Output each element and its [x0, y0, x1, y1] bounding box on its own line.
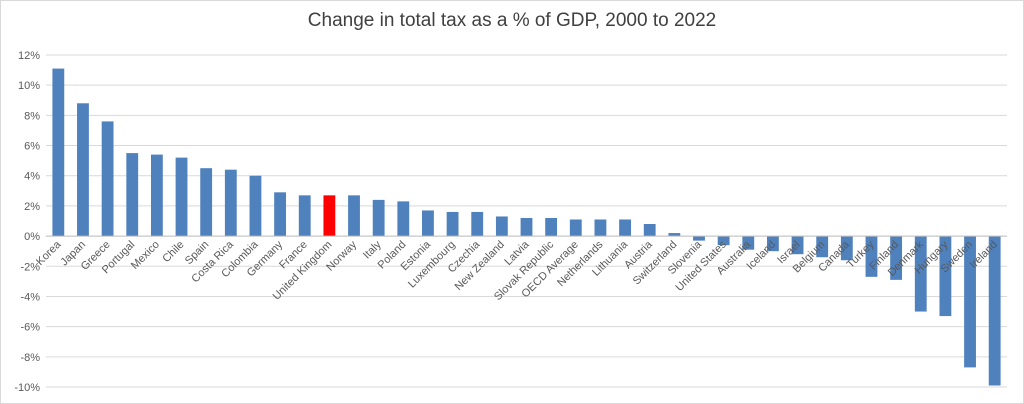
bar-australia — [742, 236, 755, 250]
bar-netherlands — [594, 219, 607, 237]
chart-title: Change in total tax as a % of GDP, 2000 … — [307, 10, 717, 31]
bar-latvia — [520, 217, 533, 237]
y-axis-tick-labels: 12% 10% 8% 6% 4% 2% 0% -2% -4% -6% -8% -10% — [14, 50, 40, 394]
bar-finland — [890, 236, 903, 280]
bar-slovenia — [693, 236, 705, 241]
y-tick-label: 4% — [24, 171, 40, 183]
bar-chile — [175, 157, 188, 237]
bar-japan — [77, 103, 89, 237]
bar-spain — [200, 168, 213, 237]
category-labels: KoreaJapanGreecePortugalMexicoChileSpain… — [34, 238, 1000, 303]
bar-hungary — [939, 236, 952, 317]
y-tick-label: 8% — [24, 110, 40, 122]
bar-slovak-republic — [545, 217, 558, 237]
bar-costa-rica — [224, 169, 237, 237]
y-tick-label: -6% — [20, 322, 40, 334]
bar-italy — [372, 199, 385, 237]
bar-luxembourg — [446, 211, 459, 237]
bars — [52, 68, 1001, 386]
y-tick-label: 0% — [24, 231, 40, 243]
bar-oecd-average — [569, 219, 582, 237]
bar-denmark — [914, 236, 927, 312]
bar-korea — [52, 68, 65, 237]
bar-new-zealand — [495, 216, 508, 237]
bar-ireland — [988, 236, 1001, 386]
y-tick-label: -4% — [20, 291, 40, 303]
y-tick-label: -8% — [20, 352, 40, 364]
bar-iceland — [766, 236, 779, 252]
y-tick-label: 10% — [18, 80, 40, 92]
bar-poland — [397, 201, 410, 237]
bar-germany — [274, 192, 287, 237]
bar-united-kingdom — [323, 195, 336, 237]
bar-canada — [840, 236, 853, 261]
bar-greece — [101, 121, 114, 237]
bar-czechia — [471, 211, 484, 237]
bar-united-states — [717, 236, 730, 246]
bar-norway — [348, 195, 360, 237]
y-tick-label: -10% — [14, 382, 40, 394]
bar-switzerland — [668, 233, 681, 237]
bar-belgium — [816, 236, 829, 258]
bar-turkey — [865, 236, 878, 277]
bar-colombia — [249, 175, 262, 237]
bar-sweden — [964, 236, 976, 368]
y-tick-label: 12% — [18, 50, 40, 62]
bar-lithuania — [619, 219, 631, 237]
bar-mexico — [150, 154, 163, 237]
bar-portugal — [126, 153, 139, 237]
bar-estonia — [422, 210, 434, 237]
y-tick-label: 6% — [24, 141, 40, 153]
bar-france — [298, 195, 311, 237]
bar-israel — [791, 236, 804, 255]
category-label: Chile — [160, 239, 186, 265]
y-tick-label: 2% — [24, 201, 40, 213]
y-tick-label: -2% — [20, 261, 40, 273]
bar-austria — [643, 224, 656, 237]
